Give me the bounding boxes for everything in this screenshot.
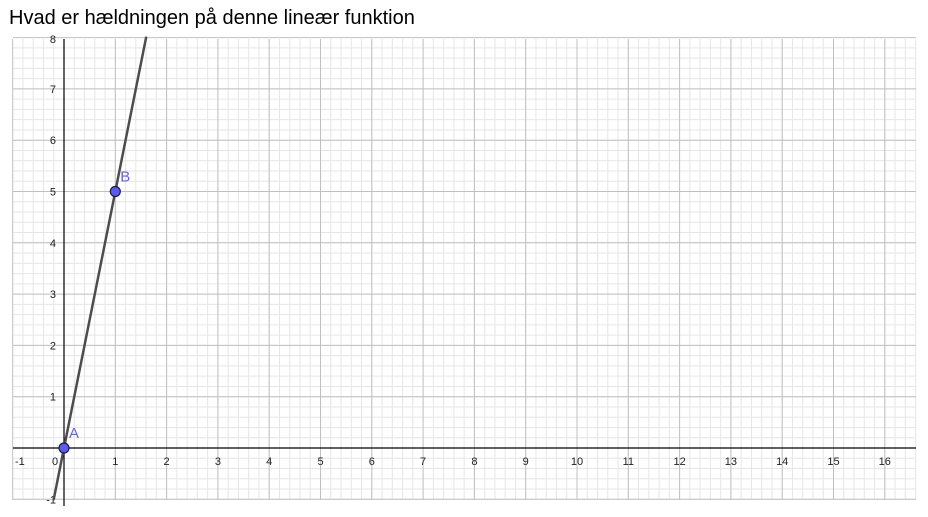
x-tick-label: 8 (471, 456, 477, 468)
point-a-label: A (69, 425, 79, 442)
x-tick-label: 7 (420, 456, 426, 468)
y-tick-label: 3 (50, 289, 56, 301)
x-tick-label: 1 (112, 456, 118, 468)
point-a[interactable] (58, 442, 70, 454)
x-tick-label: 11 (623, 456, 634, 468)
x-tick-label: 15 (827, 456, 839, 468)
minor-grid (13, 39, 917, 500)
point-b[interactable] (109, 185, 121, 198)
x-tick-label: 3 (215, 456, 221, 468)
x-tick-label: 14 (776, 456, 788, 468)
x-tick-label: 9 (523, 456, 529, 468)
function-line[interactable] (52, 36, 148, 501)
y-tick-label: 5 (50, 187, 56, 199)
y-tick-label: 8 (50, 34, 56, 46)
x-tick-label: 2 (164, 456, 170, 468)
question-title: Hvad er hældningen på denne lineær funkt… (9, 7, 415, 29)
axes (13, 39, 916, 506)
x-tick-label: 10 (571, 456, 583, 468)
x-tick-label: 6 (369, 456, 375, 468)
points-layer: AB (58, 169, 130, 454)
y-tick-label: 7 (50, 84, 56, 96)
x-tick-label: 13 (725, 456, 737, 468)
x-tick-label: 5 (317, 456, 323, 468)
y-tick-label: 6 (50, 135, 56, 147)
x-tick-label: 0 (52, 456, 58, 468)
y-tick-label: 1 (50, 392, 56, 404)
x-tick-label: 4 (266, 456, 272, 468)
point-b-label: B (120, 169, 130, 186)
x-tick-label: 16 (879, 456, 891, 468)
x-tick-label: -1 (15, 456, 25, 468)
series-layer (52, 36, 148, 501)
major-grid (12, 37, 916, 500)
y-tick-label: 4 (50, 238, 56, 250)
y-tick-label: 2 (50, 340, 56, 352)
x-tick-label: 12 (673, 456, 685, 468)
y-tick-label: -1 (46, 494, 56, 506)
